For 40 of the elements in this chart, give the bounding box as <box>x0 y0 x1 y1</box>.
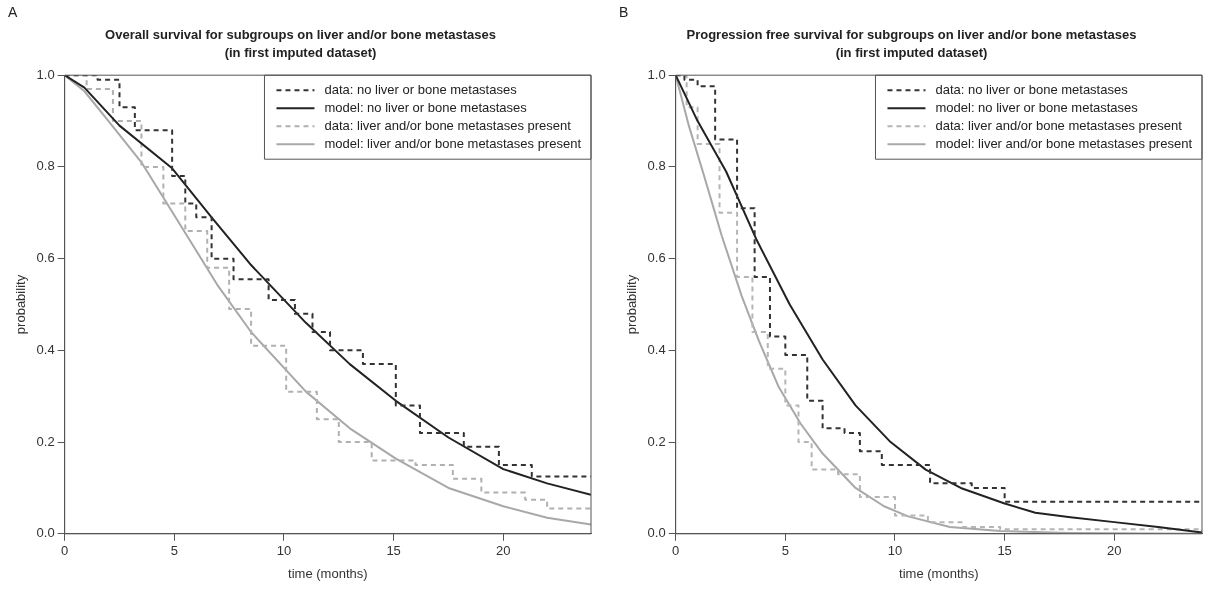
legend-label: data: liver and/or bone metastases present <box>935 117 1183 133</box>
x-tick-label: 15 <box>997 543 1012 559</box>
x-tick-label: 10 <box>887 543 903 559</box>
chart-title: Progression free survival for subgroups on liver and/or bone metastases <box>686 27 1137 43</box>
y-tick-label: 0.4 <box>647 341 666 357</box>
y-tick-label: 0.0 <box>647 525 666 541</box>
y-axis-title: probability <box>13 274 29 335</box>
chart-title: Overall survival for subgroups on liver and/or bone metastases <box>105 27 496 43</box>
x-axis-title: time (months) <box>288 565 368 581</box>
x-tick-label: 0 <box>672 543 680 559</box>
y-tick-label: 0.6 <box>36 250 55 266</box>
y-tick-label: 0.6 <box>647 250 666 266</box>
x-tick-label: 0 <box>61 543 69 559</box>
x-tick-label: 5 <box>170 543 178 559</box>
y-tick-label: 0.2 <box>647 433 666 449</box>
legend-label: model: no liver or bone metastases <box>935 99 1139 115</box>
x-tick-label: 15 <box>386 543 401 559</box>
chart-subtitle: (in first imputed dataset) <box>835 44 988 60</box>
legend-label: data: liver and/or bone metastases present <box>324 117 572 133</box>
legend-label: model: liver and/or bone metastases present <box>935 135 1193 151</box>
text: A <box>8 3 18 20</box>
x-tick-label: 20 <box>1107 543 1122 559</box>
y-axis-title: probability <box>624 274 640 335</box>
legend-label: data: no liver or bone metastases <box>935 81 1129 97</box>
x-axis-title: time (months) <box>899 565 979 581</box>
x-tick-label: 10 <box>276 543 292 559</box>
y-tick-label: 0.8 <box>647 158 666 174</box>
chart-subtitle: (in first imputed dataset) <box>224 44 377 60</box>
y-tick-label: 1.0 <box>36 66 55 82</box>
y-tick-label: 0.8 <box>36 158 55 174</box>
y-tick-label: 0.2 <box>36 433 55 449</box>
x-tick-label: 5 <box>781 543 789 559</box>
y-tick-label: 1.0 <box>647 66 666 82</box>
y-tick-label: 0.4 <box>36 341 55 357</box>
y-tick-label: 0.0 <box>36 525 55 541</box>
legend-label: model: liver and/or bone metastases present <box>324 135 582 151</box>
legend-label: data: no liver or bone metastases <box>324 81 518 97</box>
legend-label: model: no liver or bone metastases <box>324 99 528 115</box>
text: B <box>619 3 629 20</box>
x-tick-label: 20 <box>496 543 511 559</box>
